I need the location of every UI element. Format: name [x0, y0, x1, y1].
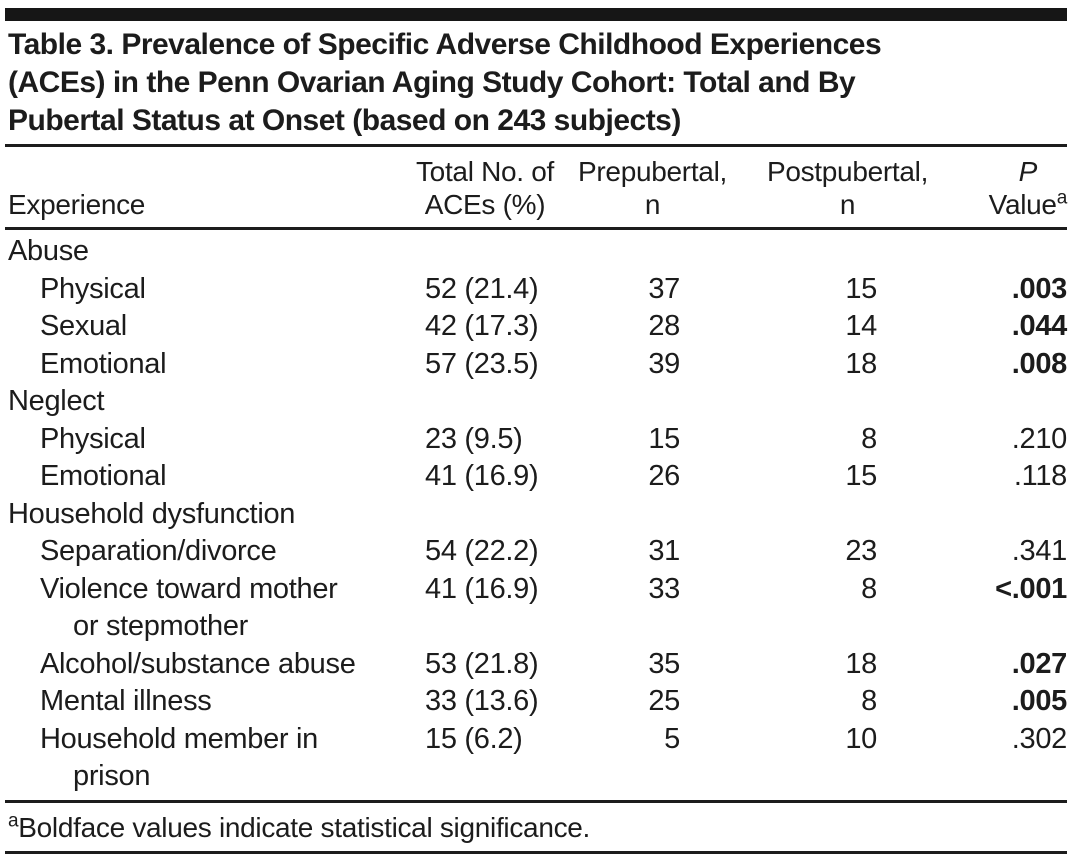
cell-p-value: .044 — [1011, 310, 1068, 342]
cell-experience: Physical — [40, 422, 146, 455]
table-title-line: (ACEs) in the Penn Ovarian Aging Study C… — [8, 66, 856, 99]
table-row: Physical 23 (9.5) 15 8 .210 — [5, 421, 1067, 459]
table-row: Household dysfunction — [5, 496, 1067, 534]
column-header-label: P — [1018, 156, 1038, 187]
cell-p-value: .302 — [1011, 722, 1068, 755]
cell-prepubertal-n: 5 — [664, 722, 680, 755]
footnote-marker: a — [8, 810, 19, 832]
cell-experience: Household dysfunction — [8, 497, 296, 530]
column-header-label: Valuea — [988, 187, 1068, 220]
column-header-label: ACEs (%) — [424, 189, 546, 220]
cell-total-aces: 57 (23.5) — [425, 347, 539, 380]
cell-postpubertal-n: 15 — [845, 460, 877, 492]
cell-total-aces: 54 (22.2) — [425, 535, 539, 567]
table-row: Household member in prison 15 (6.2) 5 10 .302 — [5, 721, 1067, 796]
table-footnote: aBoldface values indicate statistical si… — [5, 803, 1067, 851]
cell-p-value: <.001 — [995, 572, 1067, 605]
cell-postpubertal-n: 15 — [845, 272, 877, 305]
cell-p-value: .341 — [1011, 535, 1068, 567]
cell-experience: Sexual — [40, 310, 127, 342]
table-body: Abuse Physical 52 (21.4) 37 15 .003 Sexual 42 (… — [5, 230, 1067, 800]
table-row: Alcohol/substance abuse 53 (21.8) 35 18 .027 — [5, 646, 1067, 684]
cell-prepubertal-n: 35 — [648, 647, 680, 680]
cell-postpubertal-n: 18 — [845, 647, 877, 680]
cell-total-aces: 15 (6.2) — [425, 722, 523, 755]
table-row: Emotional 41 (16.9) 26 15 .118 — [5, 458, 1067, 496]
cell-experience: Emotional — [40, 347, 167, 380]
cell-total-aces: 33 (13.6) — [425, 685, 539, 717]
cell-experience: Household member in prison — [40, 722, 318, 793]
column-header-label: Experience — [8, 189, 146, 220]
footnote-marker: a — [1056, 187, 1068, 209]
column-header-p-value: P Valuea — [950, 155, 1068, 221]
cell-prepubertal-n: 31 — [648, 535, 680, 567]
cell-prepubertal-n: 26 — [648, 460, 680, 492]
title-divider-rule — [5, 144, 1067, 147]
cell-prepubertal-n: 15 — [648, 422, 680, 455]
cell-total-aces: 53 (21.8) — [425, 647, 539, 680]
cell-total-aces: 52 (21.4) — [425, 272, 539, 305]
cell-prepubertal-n: 39 — [648, 347, 680, 380]
cell-experience: Abuse — [8, 235, 89, 267]
cell-total-aces: 42 (17.3) — [425, 310, 539, 342]
body-divider-rule — [5, 799, 1067, 803]
column-header-label: Total No. of — [415, 156, 555, 187]
cell-p-value: .210 — [1011, 422, 1068, 455]
table-header: Experience Total No. of ACEs (%) Prepube… — [5, 147, 1067, 227]
cell-postpubertal-n: 8 — [861, 572, 877, 605]
cell-total-aces: 23 (9.5) — [425, 422, 523, 455]
bottom-rule — [5, 850, 1067, 854]
table-row: Violence toward mother or stepmother 41 (1… — [5, 571, 1067, 646]
column-header-experience: Experience — [5, 188, 410, 221]
column-header-label: Postpubertal, — [766, 156, 929, 187]
cell-prepubertal-n: 28 — [648, 310, 680, 342]
top-heavy-rule — [5, 8, 1067, 21]
cell-experience: Separation/divorce — [40, 535, 277, 567]
cell-experience: Alcohol/substance abuse — [40, 647, 356, 680]
table-title: Table 3. Prevalence of Specific Adverse … — [5, 21, 1067, 144]
cell-prepubertal-n: 37 — [648, 272, 680, 305]
cell-experience: Mental illness — [40, 685, 212, 717]
cell-total-aces: 41 (16.9) — [425, 460, 539, 492]
column-header-total-aces: Total No. of ACEs (%) — [410, 155, 560, 221]
table-row: Sexual 42 (17.3) 28 14 .044 — [5, 308, 1067, 346]
column-header-label: n — [839, 189, 856, 220]
column-header-label: Prepubertal, — [578, 156, 727, 187]
table-row: Emotional 57 (23.5) 39 18 .008 — [5, 346, 1067, 384]
cell-postpubertal-n: 14 — [845, 310, 877, 342]
column-header-label: n — [644, 189, 661, 220]
column-header-prepubertal: Prepubertal, n — [560, 155, 745, 221]
table-row: Physical 52 (21.4) 37 15 .003 — [5, 271, 1067, 309]
table-row: Separation/divorce 54 (22.2) 31 23 .341 — [5, 533, 1067, 571]
cell-total-aces: 41 (16.9) — [425, 572, 539, 605]
column-header-postpubertal: Postpubertal, n — [745, 155, 950, 221]
cell-postpubertal-n: 23 — [845, 535, 877, 567]
header-divider-rule — [5, 227, 1067, 230]
table-title-line: Pubertal Status at Onset (based on 243 s… — [8, 104, 681, 137]
cell-prepubertal-n: 33 — [648, 572, 680, 605]
cell-prepubertal-n: 25 — [648, 685, 680, 717]
cell-p-value: .005 — [1011, 685, 1068, 717]
cell-p-value: .003 — [1011, 272, 1068, 305]
footnote-text: Boldface values indicate statistical sig… — [18, 811, 591, 843]
table-row: Neglect — [5, 383, 1067, 421]
cell-postpubertal-n: 18 — [845, 347, 877, 380]
cell-p-value: .118 — [1013, 460, 1067, 492]
cell-postpubertal-n: 10 — [845, 722, 877, 755]
table-title-line: Table 3. Prevalence of Specific Adverse … — [8, 28, 882, 61]
cell-postpubertal-n: 8 — [861, 685, 877, 717]
cell-p-value: .008 — [1011, 347, 1068, 380]
cell-postpubertal-n: 8 — [861, 422, 877, 455]
table-row: Abuse — [5, 233, 1067, 271]
cell-experience: Physical — [40, 272, 146, 305]
cell-experience: Violence toward mother or stepmother — [40, 572, 338, 643]
cell-experience: Emotional — [40, 460, 167, 492]
table-row: Mental illness 33 (13.6) 25 8 .005 — [5, 683, 1067, 721]
cell-experience: Neglect — [8, 385, 105, 417]
cell-p-value: .027 — [1011, 647, 1068, 680]
